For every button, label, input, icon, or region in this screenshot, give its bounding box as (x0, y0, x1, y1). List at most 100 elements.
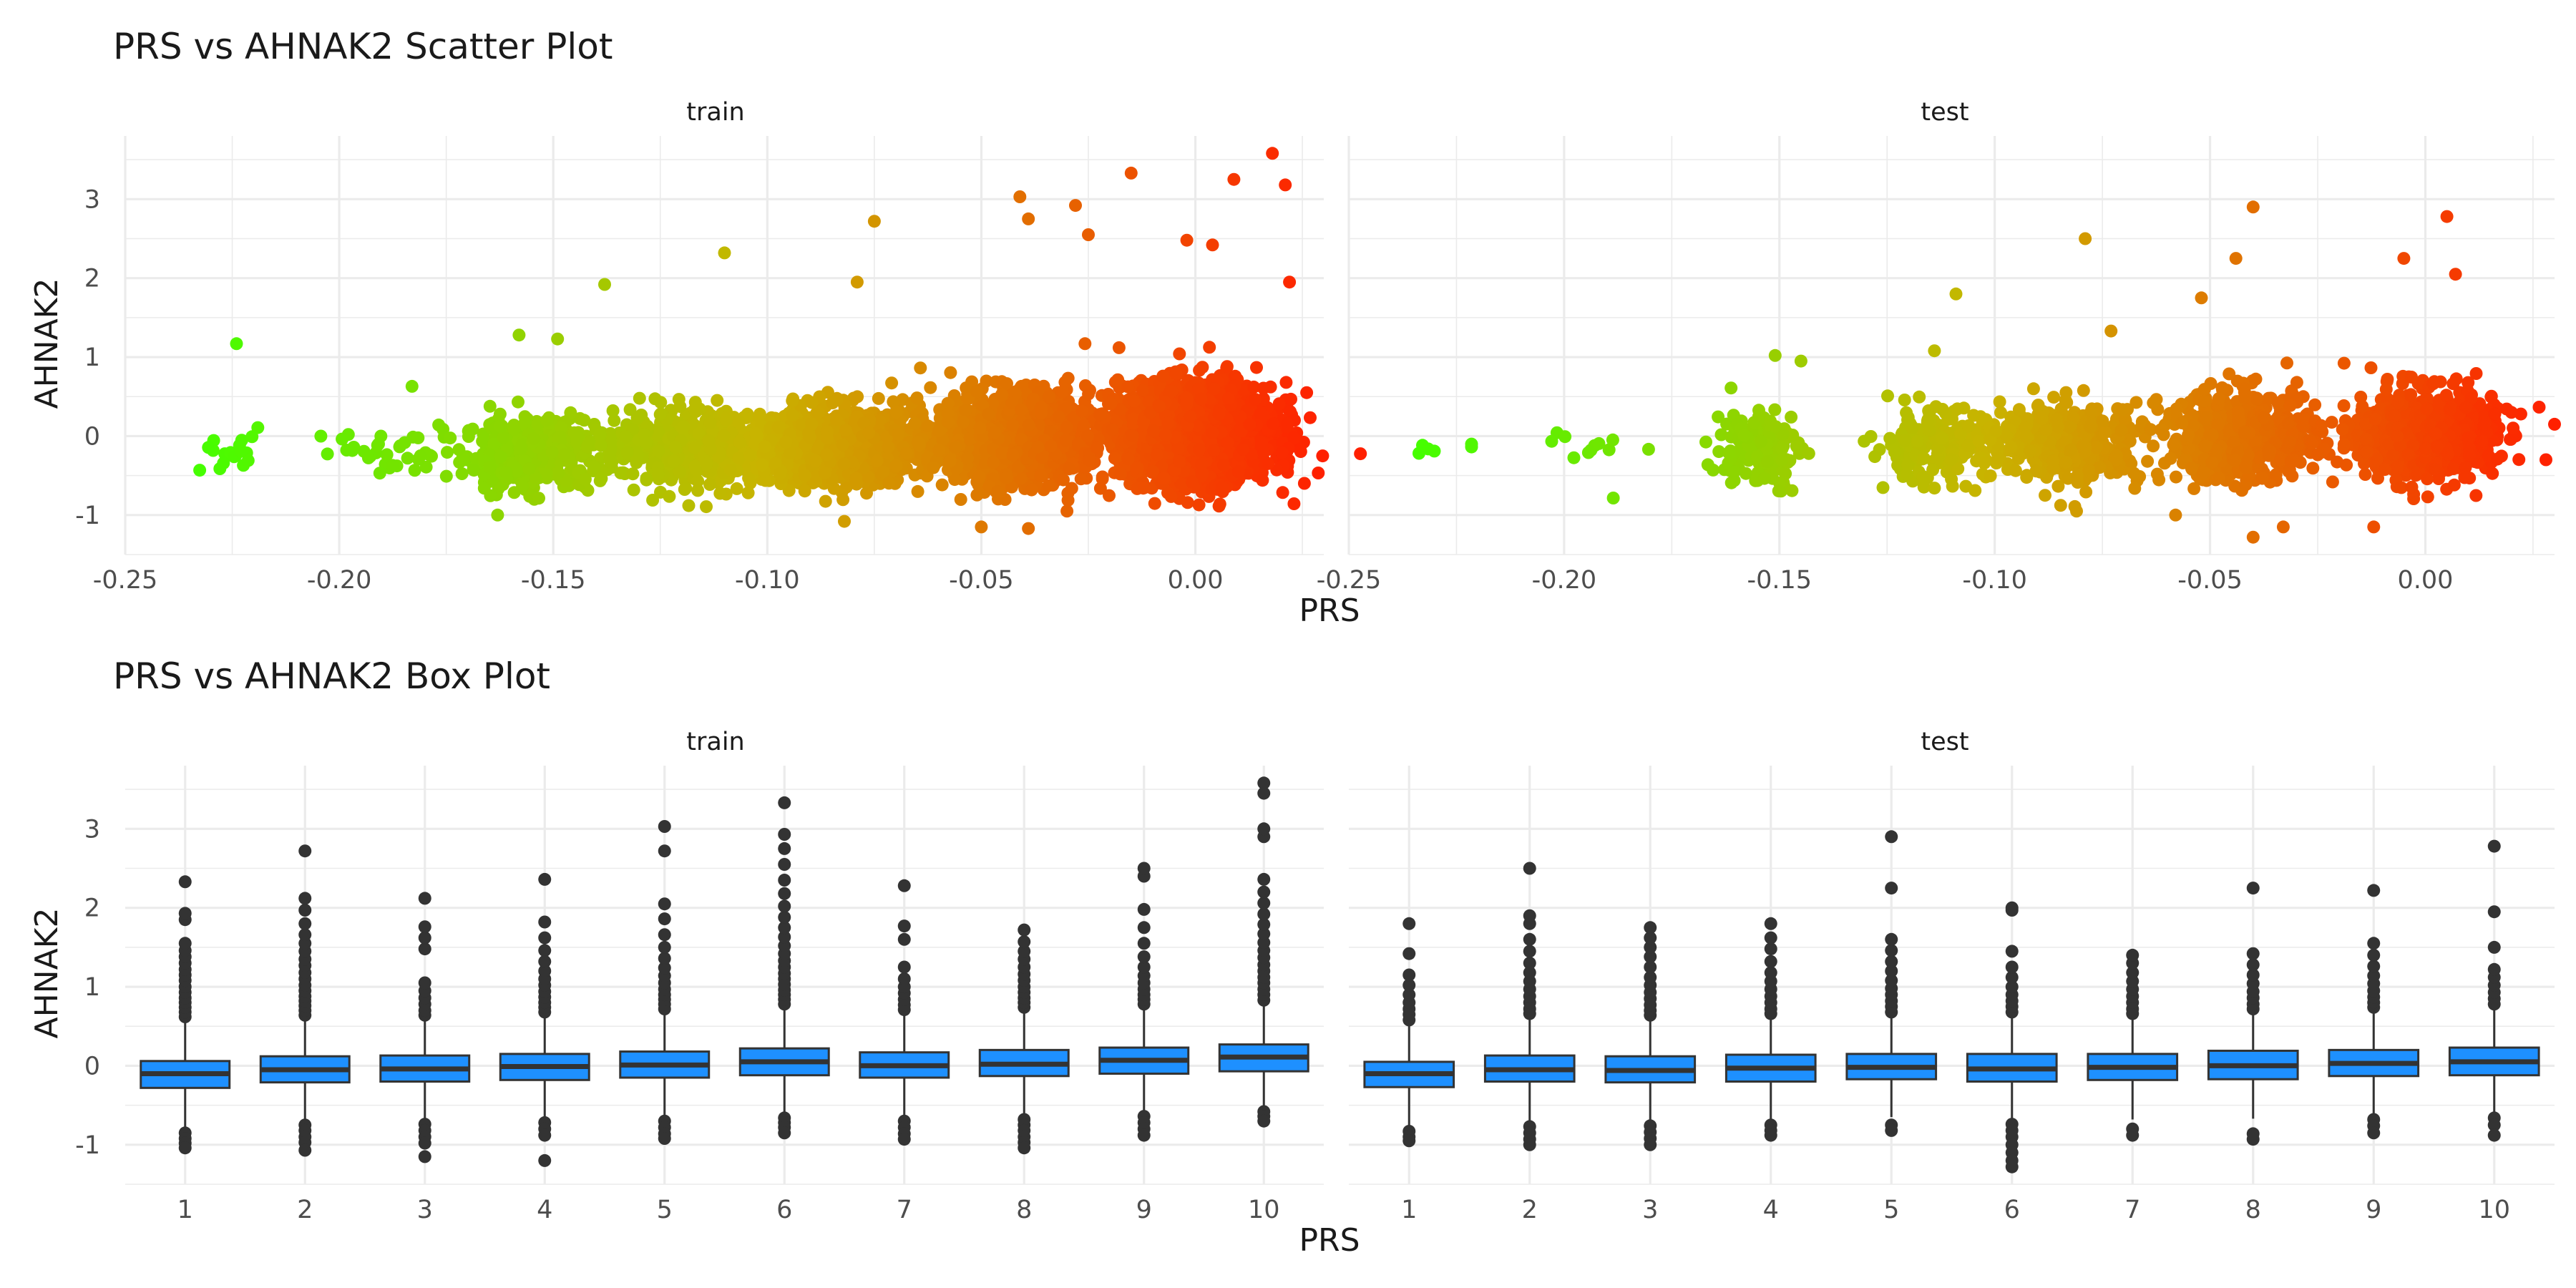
scatter-point (321, 447, 334, 461)
scatter-point (860, 487, 873, 500)
scatter-point (1000, 471, 1013, 484)
scatter-point (564, 406, 577, 419)
scatter-point (1025, 483, 1038, 497)
scatter-point (973, 421, 987, 435)
scatter-point (779, 435, 793, 449)
scatter-point (924, 381, 937, 394)
scatter-point (995, 388, 1008, 401)
scatter-point (336, 432, 349, 446)
scatter-point (870, 454, 884, 467)
scatter-point (805, 417, 819, 431)
scatter-point (889, 459, 903, 472)
scatter-point (452, 443, 466, 457)
scatter-point (803, 431, 816, 444)
scatter-point (988, 426, 1002, 439)
scatter-point (411, 431, 425, 444)
scatter-point (1112, 341, 1126, 354)
scatter-point (545, 445, 559, 459)
scatter-point (532, 492, 545, 505)
scatter-point (633, 391, 646, 405)
scatter-point (1081, 429, 1095, 443)
scatter-point (730, 482, 743, 495)
scatter-point (1044, 439, 1058, 453)
scatter-point (372, 437, 385, 451)
scatter-point (419, 460, 433, 474)
scatter-point (700, 500, 713, 514)
scatter-point (1297, 477, 1311, 490)
scatter-point (809, 454, 822, 467)
scatter-point (1052, 410, 1065, 424)
scatter-point (786, 409, 799, 422)
scatter-point (732, 415, 746, 429)
scatter-point (798, 469, 811, 482)
scatter-point (912, 436, 925, 449)
scatter-point (723, 463, 737, 477)
scatter-point (885, 376, 899, 390)
scatter-point (1060, 421, 1073, 434)
scatter-point (849, 472, 863, 485)
scatter-point (798, 484, 811, 498)
scatter-point (314, 429, 328, 443)
scatter-point (688, 396, 702, 409)
scatter-point (673, 465, 686, 479)
scatter-point (510, 464, 524, 477)
scatter-point (1059, 434, 1073, 447)
scatter-point (1279, 376, 1293, 389)
scatter-point (1058, 376, 1072, 389)
scatter-point (741, 486, 755, 499)
scatter-point (1031, 440, 1045, 454)
scatter-point (877, 465, 890, 479)
scatter-point (717, 429, 731, 442)
scatter-point (1057, 473, 1070, 487)
scatter-point (908, 416, 922, 430)
scatter-point (340, 444, 353, 457)
scatter-point (691, 484, 705, 497)
scatter-point (851, 390, 864, 404)
scatter-point (552, 466, 565, 479)
scatter-point (595, 472, 608, 485)
scatter-panel-train: -0.25 -0.20 -0.15 -0.10 -0.05 0.00 (93, 136, 1367, 595)
scatter-facet-test-strip: test (1921, 98, 1968, 127)
scatter-point (507, 486, 521, 499)
scatter-point (608, 414, 621, 427)
scatter-point (567, 426, 581, 439)
scatter-point (889, 405, 903, 419)
x-tick-label: -0.15 (521, 566, 586, 595)
scatter-point (910, 391, 924, 405)
scatter-point (836, 438, 849, 452)
scatter-point (805, 396, 819, 409)
scatter-point (688, 459, 702, 473)
scatter-point (932, 424, 945, 438)
scatter-point (784, 447, 796, 460)
scatter-point (467, 464, 481, 477)
scatter-point (1294, 443, 1307, 457)
x-tick-label: 0.00 (1168, 566, 1224, 595)
scatter-point (911, 484, 924, 498)
scatter-point (493, 407, 507, 421)
scatter-point (1074, 472, 1088, 486)
scatter-point (673, 400, 687, 414)
scatter-point (653, 408, 667, 421)
scatter-point (1022, 419, 1035, 432)
scatter-point (639, 436, 653, 449)
scatter-point (626, 467, 640, 481)
scatter-point (651, 467, 665, 481)
scatter-point (932, 444, 946, 457)
scatter-point (462, 430, 475, 443)
scatter-point (630, 411, 644, 424)
scatter-point (755, 459, 769, 472)
scatter-point (527, 432, 540, 446)
scatter-point (1250, 361, 1263, 374)
scatter-point (1173, 347, 1186, 361)
scatter-point (914, 361, 927, 375)
scatter-point (1312, 467, 1325, 479)
scatter-point (872, 391, 885, 405)
scatter-point (494, 419, 507, 433)
scatter-point (487, 437, 501, 451)
scatter-point (1082, 387, 1096, 401)
scatter-point (719, 414, 733, 427)
scatter-point (494, 450, 507, 464)
scatter-point (663, 489, 676, 503)
scatter-point (773, 467, 786, 481)
